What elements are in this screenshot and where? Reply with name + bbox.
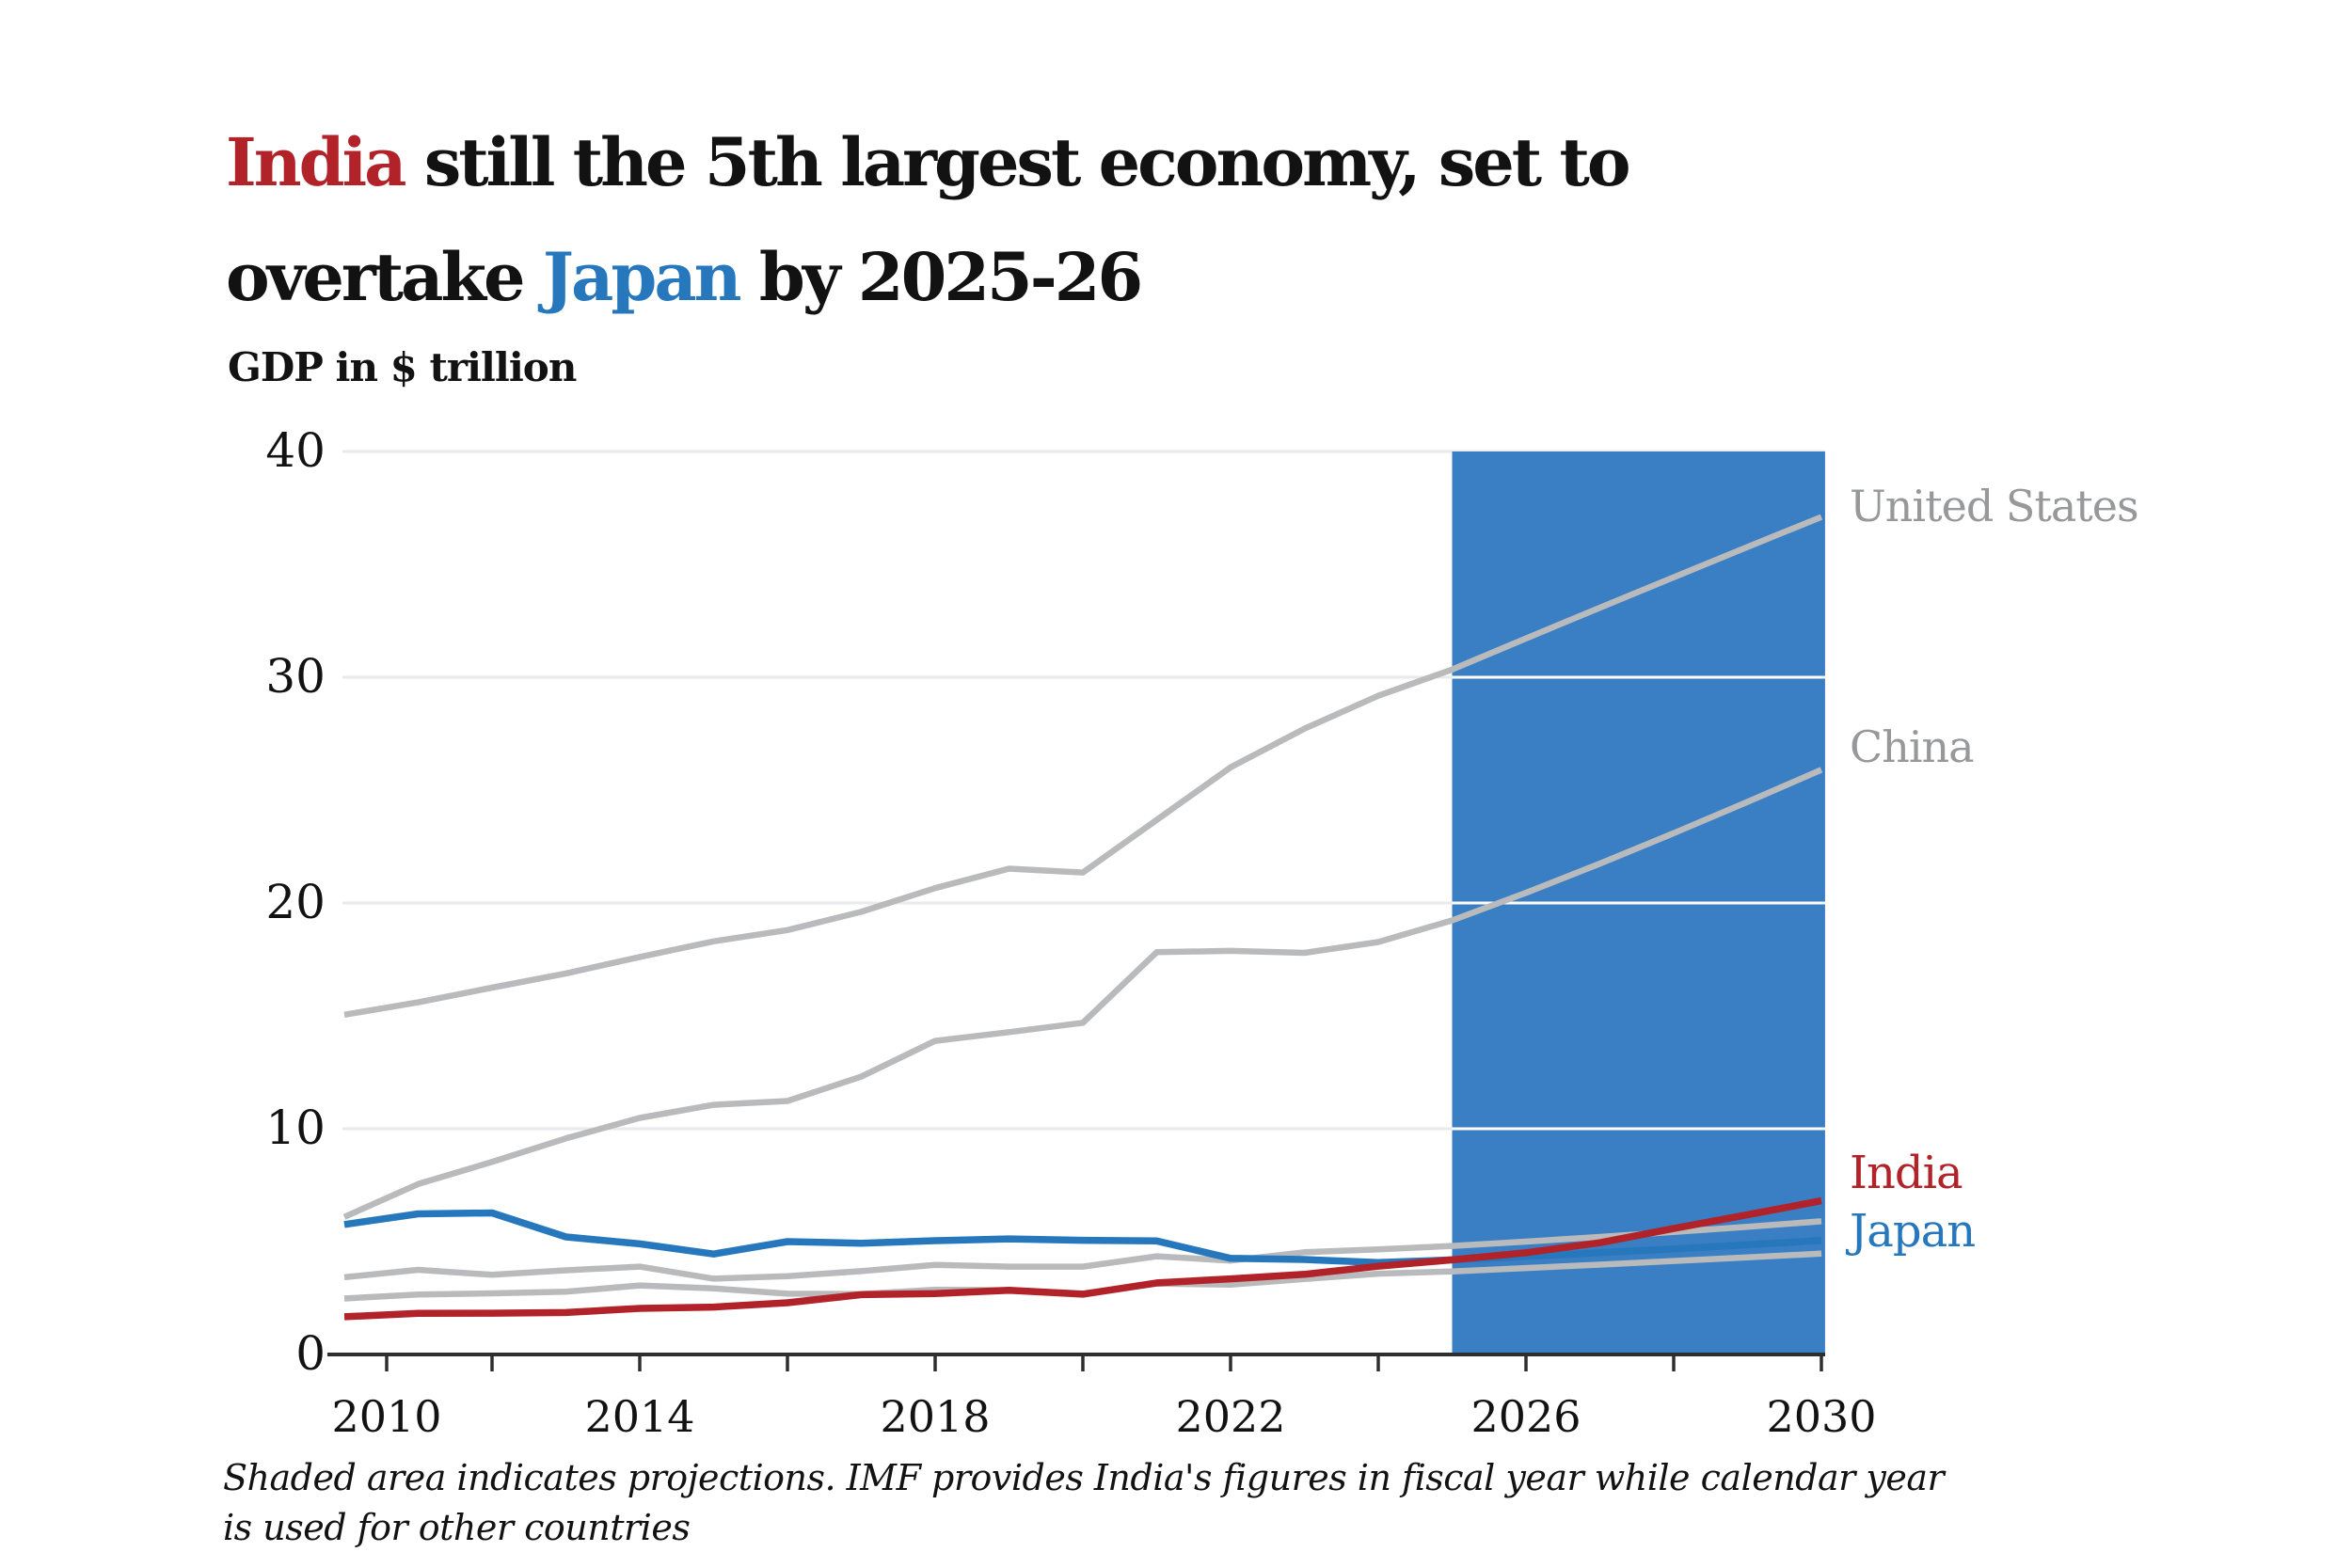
x-tick-label-2030: 2030 [1766,1391,1876,1442]
y-tick-label-0: 0 [295,1326,326,1381]
title-japan-highlight: Japan [542,238,742,316]
series-line-india [343,1196,1822,1321]
y-axis-units-label: GDP in $ trillion [228,344,577,390]
series-label-japan: Japan [1850,1205,1976,1259]
footnote: Shaded area indicates projections. IMF p… [223,1453,2199,1553]
chart-title-line2: overtake Japan by 2025-26 [226,220,1693,335]
y-tick-label-30: 30 [265,649,326,704]
title-line2-text-a: overtake [226,238,543,316]
series-label-china: China [1850,721,1975,772]
title-line2-text-b: by 2025-26 [739,238,1143,316]
y-tick-label-40: 40 [265,423,326,478]
series-line-japan [343,1209,1822,1267]
series-line-united-states [343,514,1823,1019]
y-tick-label-20: 20 [265,875,326,929]
x-tick-label-2014: 2014 [584,1391,694,1442]
x-tick-label-2022: 2022 [1175,1391,1285,1442]
series-line-germany [343,1218,1822,1282]
footnote-line1: Shaded area indicates projections. IMF p… [223,1457,1945,1498]
title-line1-text: still the 5th largest economy, set to [404,123,1631,201]
chart-title: India still the 5th largest economy, set… [226,105,1693,335]
series-label-india: India [1850,1146,1963,1199]
x-tick-label-2010: 2010 [331,1391,441,1442]
footnote-line2: is used for other countries [223,1507,691,1548]
x-tick-label-2026: 2026 [1470,1391,1581,1442]
series-line-china [342,767,1823,1220]
chart-title-line1: India still the 5th largest economy, set… [226,105,1693,220]
series-label-united-states: United States [1850,481,2139,532]
y-tick-label-10: 10 [265,1101,326,1155]
x-tick-label-2018: 2018 [880,1391,990,1442]
title-india-highlight: India [226,123,407,201]
